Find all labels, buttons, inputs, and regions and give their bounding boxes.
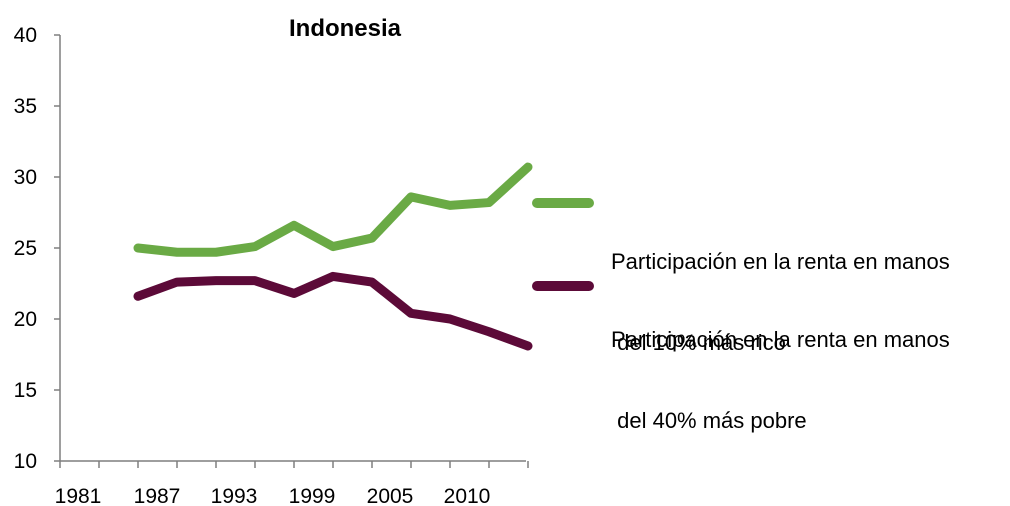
- x-tick-label: 1993: [211, 485, 258, 506]
- x-tick-label: 2010: [444, 485, 491, 506]
- y-tick-label: 25: [14, 237, 37, 260]
- legend-label-rich-line2: del 10% más rico: [611, 330, 786, 355]
- legend-label-poor: Participación en la renta en manos del 4…: [611, 272, 950, 461]
- x-tick-label: 1999: [289, 485, 336, 506]
- y-axis-ticks: 10 15 20 25 30 35 40: [14, 24, 60, 473]
- series-line-rich: [133, 162, 533, 257]
- legend-label-poor-line2: del 40% más pobre: [611, 408, 807, 433]
- y-tick-label: 30: [14, 166, 37, 189]
- y-tick-label: 10: [14, 450, 37, 473]
- x-tick-label: 1981: [55, 485, 102, 506]
- legend-label-rich: Participación en la renta en manos del 1…: [611, 194, 950, 383]
- legend-label-rich-line1: Participación en la renta en manos: [611, 249, 950, 274]
- chart-title: Indonesia: [289, 15, 402, 42]
- legend-label-poor-line1: Participación en la renta en manos: [611, 327, 950, 352]
- legend-swatch-poor: [532, 281, 594, 291]
- y-tick-label: 40: [14, 24, 37, 47]
- x-axis-ticks: 1981 1987 1993 1999 2005 2010: [55, 461, 529, 506]
- y-tick-label: 15: [14, 379, 37, 402]
- y-tick-label: 35: [14, 95, 37, 118]
- y-tick-label: 20: [14, 308, 37, 331]
- series-layer: [133, 162, 533, 351]
- x-tick-label: 1987: [134, 485, 181, 506]
- legend-swatch-rich: [532, 198, 594, 208]
- x-tick-label: 2005: [367, 485, 414, 506]
- series-line-poor: [133, 271, 533, 351]
